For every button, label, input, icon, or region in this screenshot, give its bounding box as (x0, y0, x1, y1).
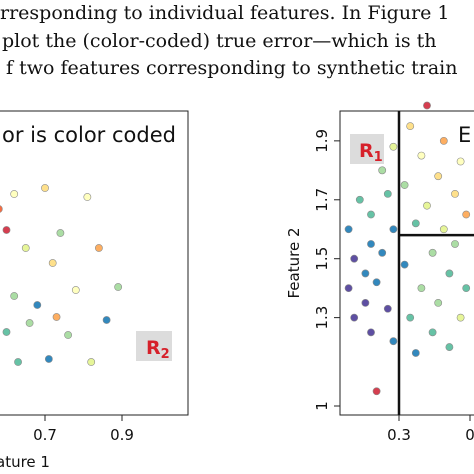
paper-text-line-2: plot the (color-coded) true error—which … (2, 30, 437, 52)
right-point-2 (350, 254, 359, 263)
left-x-tick-label-0: 0.7 (33, 426, 57, 444)
left-x-ticks: 0.7 0.9 (33, 415, 134, 444)
left-point-2 (10, 190, 19, 198)
right-point-31 (434, 172, 443, 181)
right-point-33 (439, 136, 448, 145)
right-point-6 (361, 298, 370, 307)
region-r1-subscript: 1 (374, 150, 383, 165)
left-point-13 (48, 259, 57, 267)
right-point-16 (389, 225, 398, 234)
left-point-16 (71, 286, 80, 294)
left-point-27 (64, 331, 72, 339)
right-point-3 (350, 313, 359, 322)
right-point-5 (361, 269, 370, 278)
right-point-17 (389, 337, 398, 346)
left-panel-frame (0, 110, 189, 416)
left-x-axis-label: ature 1 (0, 453, 50, 471)
right-point-40 (456, 157, 465, 166)
right-point-19 (400, 181, 409, 189)
right-point-14 (383, 304, 392, 313)
left-point-7 (2, 226, 11, 234)
left-scatter-panel: or is color coded R2 0.7 0.9 ature 1 (0, 110, 189, 471)
right-x-tick-label-0: 0.3 (387, 426, 411, 444)
right-point-28 (423, 201, 431, 210)
right-y-tick-label-4: 1.9 (313, 129, 331, 153)
region-r1-letter: R (359, 140, 374, 162)
right-point-24 (411, 349, 420, 357)
region-r2-box (136, 331, 172, 361)
right-point-26 (417, 284, 426, 293)
left-point-18 (10, 292, 19, 300)
left-point-8 (56, 229, 65, 237)
right-scatter-panel: E R1 11.31.51.71.9 0.3 0 Feature 2 (285, 101, 474, 444)
right-point-18 (389, 142, 398, 151)
right-point-9 (367, 210, 375, 219)
right-point-12 (378, 166, 387, 175)
region-r2-subscript: 2 (161, 347, 170, 362)
right-point-34 (439, 225, 448, 234)
right-point-8 (367, 328, 375, 337)
right-point-30 (428, 328, 437, 337)
right-point-41 (462, 210, 471, 219)
left-point-5 (83, 193, 92, 201)
left-point-31 (44, 355, 53, 363)
left-point-30 (14, 358, 22, 366)
right-point-10 (372, 278, 381, 287)
left-x-tick-label-1: 0.9 (110, 426, 134, 444)
right-point-29 (428, 248, 437, 257)
right-point-0 (344, 225, 353, 234)
left-panel-title: or is color coded (2, 123, 176, 147)
left-point-11 (95, 244, 103, 252)
left-points-group (0, 184, 157, 366)
right-point-22 (406, 313, 415, 322)
paper-text-line-1: rresponding to individual features. In F… (0, 2, 450, 24)
right-point-21 (406, 122, 415, 131)
right-point-7 (367, 240, 375, 248)
right-panel-title: E (458, 123, 471, 147)
right-point-35 (445, 269, 454, 278)
region-r1-box (350, 134, 384, 164)
left-point-10 (21, 244, 30, 252)
right-point-27 (423, 101, 431, 110)
right-point-23 (411, 219, 420, 228)
right-point-39 (456, 313, 465, 322)
left-point-17 (114, 283, 123, 291)
region-r2-letter: R (146, 337, 161, 359)
left-point-25 (2, 328, 11, 336)
left-point-22 (52, 313, 61, 321)
right-point-11 (372, 387, 381, 396)
right-point-13 (378, 248, 387, 257)
left-point-3 (41, 184, 49, 192)
right-point-37 (451, 189, 459, 198)
right-x-tick-label-1: 0 (465, 426, 474, 444)
left-point-32 (87, 358, 96, 366)
region-r2-label: R2 (146, 337, 170, 362)
right-point-32 (434, 298, 443, 307)
right-point-42 (462, 284, 471, 293)
right-points-group (344, 101, 471, 396)
region-r1-label: R1 (359, 140, 383, 165)
right-point-38 (451, 240, 459, 248)
right-y-tick-label-3: 1.7 (313, 188, 331, 212)
right-point-25 (417, 151, 426, 160)
right-point-15 (383, 189, 392, 198)
right-point-4 (355, 195, 364, 204)
right-y-tick-label-0: 1 (313, 401, 331, 411)
right-point-20 (400, 260, 409, 269)
right-point-1 (344, 284, 353, 293)
left-point-19 (33, 301, 42, 309)
right-y-ticks: 1 1.3 1.5 1.7 1.9 (313, 129, 340, 411)
left-point-23 (25, 319, 34, 327)
paper-text-line-3: f two features corresponding to syntheti… (6, 57, 458, 79)
left-point-4 (0, 205, 3, 213)
right-x-ticks: 0.3 0 (387, 415, 474, 444)
right-y-tick-label-1: 1.3 (313, 306, 331, 330)
right-y-axis-label: Feature 2 (285, 228, 303, 299)
right-point-36 (445, 343, 454, 351)
right-y-tick-label-2: 1.5 (313, 247, 331, 271)
left-point-26 (102, 316, 111, 324)
